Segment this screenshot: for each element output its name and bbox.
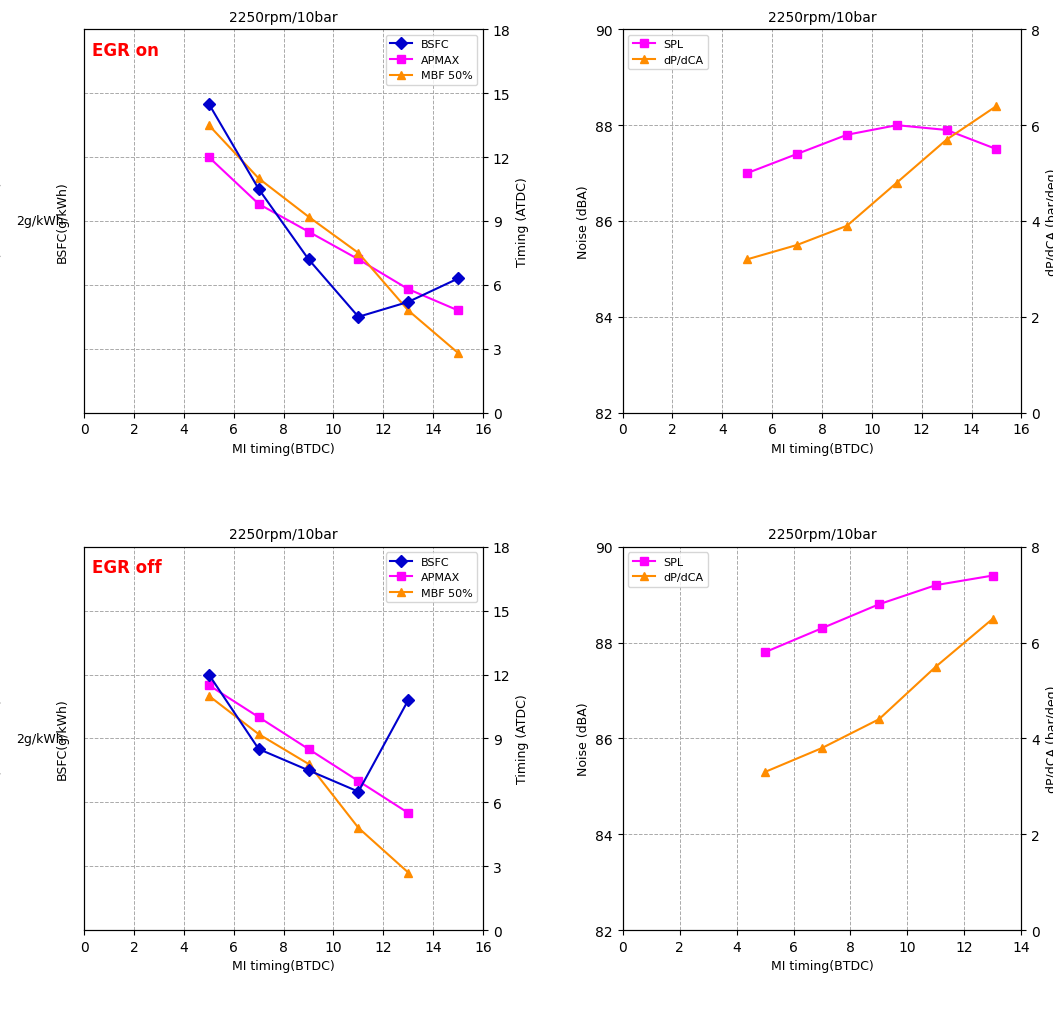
dP/dCA [791,240,803,252]
Line: SPL: SPL [743,122,1000,178]
Text: 2g/kWh: 2g/kWh [17,215,64,228]
dP/dCA [873,714,886,726]
SPL [940,124,953,136]
MBF 50% [202,120,215,132]
MBF 50% [253,173,265,185]
SPL [759,646,772,658]
Legend: BSFC, APMAX, MBF 50%: BSFC, APMAX, MBF 50% [385,553,477,603]
Title: 2250rpm/10bar: 2250rpm/10bar [768,528,876,542]
Line: BSFC: BSFC [204,670,413,796]
SPL [791,149,803,161]
BSFC [352,311,364,324]
Line: APMAX: APMAX [204,154,462,315]
SPL [741,168,754,180]
Legend: SPL, dP/dCA: SPL, dP/dCA [629,35,709,71]
APMAX [452,305,464,317]
dP/dCA [816,742,829,754]
Y-axis label: BSFC(g/kWh): BSFC(g/kWh) [56,698,68,779]
APMAX [253,199,265,211]
dP/dCA [741,254,754,266]
BSFC [402,296,415,308]
BSFC [302,764,315,776]
Y-axis label: Noise (dBA): Noise (dBA) [577,185,590,259]
Y-axis label: dP/dCA (bar/deg): dP/dCA (bar/deg) [1046,685,1053,793]
APMAX [302,226,315,239]
BSFC [302,254,315,266]
X-axis label: MI timing(BTDC): MI timing(BTDC) [771,443,873,455]
Title: 2250rpm/10bar: 2250rpm/10bar [230,11,338,25]
APMAX [202,152,215,164]
Legend: SPL, dP/dCA: SPL, dP/dCA [629,553,709,587]
SPL [891,120,903,132]
Y-axis label: BSFC(g/kWh): BSFC(g/kWh) [56,181,68,263]
BSFC [352,786,364,798]
APMAX [402,284,415,296]
Line: dP/dCA: dP/dCA [743,103,1000,264]
Line: APMAX: APMAX [204,681,413,817]
MBF 50% [253,728,265,740]
APMAX [202,679,215,692]
dP/dCA [840,220,853,233]
Text: 2g/kWh: 2g/kWh [17,732,64,745]
dP/dCA [940,134,953,147]
dP/dCA [990,101,1002,113]
SPL [987,570,999,582]
dP/dCA [987,613,999,625]
dP/dCA [930,661,942,673]
Y-axis label: Timing (ATDC): Timing (ATDC) [516,177,529,267]
Title: 2250rpm/10bar: 2250rpm/10bar [230,528,338,542]
X-axis label: MI timing(BTDC): MI timing(BTDC) [233,959,335,973]
BSFC [452,273,464,285]
MBF 50% [202,691,215,703]
X-axis label: MI timing(BTDC): MI timing(BTDC) [233,443,335,455]
Legend: BSFC, APMAX, MBF 50%: BSFC, APMAX, MBF 50% [385,35,477,86]
MBF 50% [402,305,415,317]
SPL [816,623,829,635]
Text: EGR on: EGR on [93,41,159,60]
Line: SPL: SPL [761,572,997,657]
Line: MBF 50%: MBF 50% [204,122,462,358]
BSFC [402,695,415,707]
dP/dCA [891,177,903,189]
APMAX [352,775,364,788]
Y-axis label: Noise (dBA): Noise (dBA) [577,702,590,775]
SPL [873,599,886,611]
BSFC [253,743,265,755]
X-axis label: MI timing(BTDC): MI timing(BTDC) [771,959,873,973]
APMAX [402,807,415,819]
MBF 50% [352,248,364,260]
Title: 2250rpm/10bar: 2250rpm/10bar [768,11,876,25]
SPL [930,579,942,591]
MBF 50% [402,866,415,879]
MBF 50% [302,758,315,770]
APMAX [253,712,265,724]
BSFC [202,669,215,681]
Line: dP/dCA: dP/dCA [761,615,997,776]
SPL [840,129,853,142]
SPL [990,144,1002,156]
Line: BSFC: BSFC [204,101,462,321]
APMAX [302,743,315,755]
Y-axis label: dP/dCA (bar/deg): dP/dCA (bar/deg) [1046,168,1053,275]
Line: MBF 50%: MBF 50% [204,692,413,877]
Text: EGR off: EGR off [93,559,162,576]
dP/dCA [759,766,772,778]
BSFC [253,184,265,196]
BSFC [202,99,215,111]
APMAX [352,254,364,266]
MBF 50% [302,211,315,223]
Y-axis label: Timing (ATDC): Timing (ATDC) [516,694,529,784]
MBF 50% [452,348,464,360]
MBF 50% [352,822,364,834]
